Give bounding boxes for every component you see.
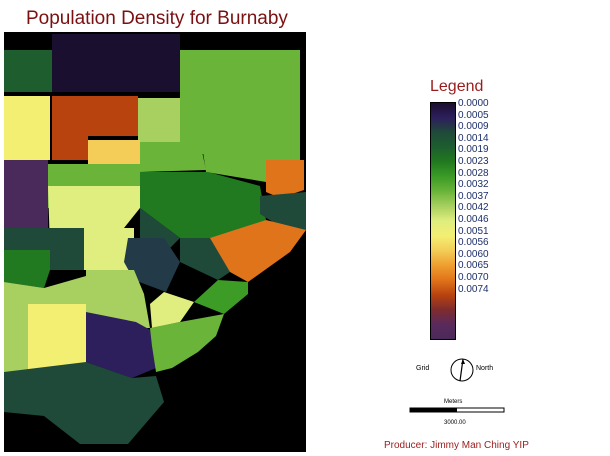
- region: [88, 140, 140, 166]
- region: [260, 192, 306, 230]
- north-arrow-left-label: Grid: [416, 365, 430, 372]
- region: [210, 220, 306, 282]
- region: [266, 160, 304, 198]
- region: [150, 292, 194, 328]
- legend-label: 0.0019: [458, 144, 489, 156]
- legend-label: 0.0005: [458, 109, 489, 121]
- region: [140, 172, 266, 238]
- north-arrow-right-label: North: [476, 365, 494, 372]
- region: [194, 280, 248, 314]
- region: [124, 238, 180, 292]
- region: [52, 34, 180, 92]
- region: [150, 314, 224, 372]
- legend-label: 0.0009: [458, 121, 489, 133]
- region: [180, 50, 300, 154]
- north-arrow-icon: [450, 358, 474, 382]
- legend-label: 0.0000: [458, 98, 489, 109]
- scale-bar-icon: [409, 407, 505, 413]
- producer-credit: Producer: Jimmy Man Ching YIP: [384, 440, 529, 451]
- legend-label: 0.0065: [458, 260, 489, 272]
- legend-label: 0.0028: [458, 167, 489, 179]
- region: [4, 276, 86, 304]
- burnaby-map: [4, 32, 306, 452]
- legend-label: 0.0042: [458, 202, 489, 214]
- region: [140, 142, 206, 172]
- region: [50, 228, 84, 270]
- region: [86, 270, 150, 328]
- region: [84, 228, 134, 270]
- legend-color-ramp: [430, 102, 456, 340]
- legend-title: Legend: [430, 78, 484, 95]
- region: [4, 304, 28, 372]
- legend-label: 0.0037: [458, 190, 489, 202]
- legend-label: 0.0023: [458, 155, 489, 167]
- region: [138, 98, 180, 142]
- region: [4, 228, 50, 250]
- region: [4, 362, 164, 444]
- region: [4, 96, 50, 160]
- map-title: Population Density for Burnaby: [26, 8, 288, 29]
- legend-label: 0.0051: [458, 225, 489, 237]
- scale-bar-value: 3000.00: [444, 420, 466, 426]
- region: [4, 250, 50, 288]
- legend-label: 0.0060: [458, 248, 489, 260]
- legend-label: 0.0074: [458, 283, 489, 295]
- region: [4, 160, 48, 228]
- region: [86, 312, 156, 378]
- scale-bar-unit: Meters: [444, 399, 463, 405]
- legend-label: 0.0070: [458, 271, 489, 283]
- legend-label: 0.0014: [458, 132, 489, 144]
- region: [4, 50, 52, 92]
- legend-label: 0.0056: [458, 237, 489, 249]
- legend-labels: 0.0000 0.0005 0.0009 0.0014 0.0019 0.0023 0.00…: [458, 98, 489, 295]
- region: [28, 304, 86, 372]
- region: [52, 96, 138, 160]
- legend-label: 0.0046: [458, 213, 489, 225]
- legend-label: 0.0032: [458, 179, 489, 191]
